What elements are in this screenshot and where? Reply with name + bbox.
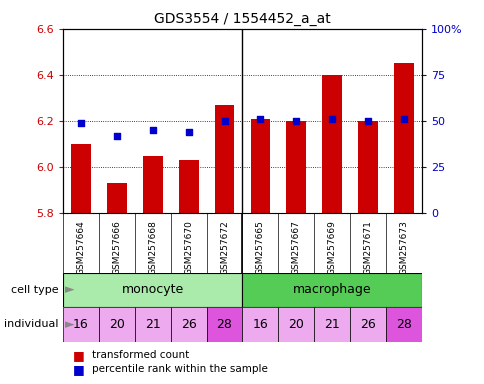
Text: 20: 20 bbox=[288, 318, 303, 331]
Text: cell type: cell type bbox=[11, 285, 58, 295]
Text: 26: 26 bbox=[181, 318, 196, 331]
Point bbox=[292, 118, 300, 124]
Bar bbox=[71, 144, 91, 213]
Bar bbox=[385, 307, 421, 342]
Text: 28: 28 bbox=[216, 318, 232, 331]
Text: 20: 20 bbox=[109, 318, 124, 331]
Text: 28: 28 bbox=[395, 318, 411, 331]
Point bbox=[149, 127, 156, 133]
Bar bbox=[286, 121, 305, 213]
Bar bbox=[179, 160, 198, 213]
Bar bbox=[206, 307, 242, 342]
Text: GSM257671: GSM257671 bbox=[363, 220, 372, 275]
Text: percentile rank within the sample: percentile rank within the sample bbox=[92, 364, 268, 374]
Bar bbox=[135, 307, 170, 342]
Bar bbox=[242, 307, 278, 342]
Text: GSM257666: GSM257666 bbox=[112, 220, 121, 275]
Point bbox=[77, 120, 85, 126]
Bar bbox=[278, 307, 314, 342]
Bar bbox=[214, 105, 234, 213]
Bar bbox=[63, 273, 242, 307]
Text: 26: 26 bbox=[360, 318, 375, 331]
Bar bbox=[107, 183, 126, 213]
Bar bbox=[242, 273, 421, 307]
Bar bbox=[170, 307, 206, 342]
Point bbox=[113, 132, 121, 139]
Text: ►: ► bbox=[60, 283, 74, 296]
Bar bbox=[250, 119, 270, 213]
Text: GSM257673: GSM257673 bbox=[399, 220, 408, 275]
Text: transformed count: transformed count bbox=[92, 350, 189, 360]
Point bbox=[363, 118, 371, 124]
Bar bbox=[349, 307, 385, 342]
Text: 16: 16 bbox=[252, 318, 268, 331]
Bar bbox=[99, 307, 135, 342]
Bar bbox=[314, 307, 349, 342]
Point bbox=[328, 116, 335, 122]
Text: GSM257672: GSM257672 bbox=[220, 220, 228, 275]
Bar bbox=[358, 121, 377, 213]
Text: ■: ■ bbox=[73, 349, 84, 362]
Bar bbox=[63, 307, 99, 342]
Text: ■: ■ bbox=[73, 363, 84, 376]
Text: macrophage: macrophage bbox=[292, 283, 371, 296]
Bar bbox=[322, 75, 341, 213]
Text: GSM257664: GSM257664 bbox=[76, 220, 85, 275]
Bar bbox=[393, 63, 413, 213]
Title: GDS3554 / 1554452_a_at: GDS3554 / 1554452_a_at bbox=[154, 12, 330, 26]
Text: GSM257669: GSM257669 bbox=[327, 220, 336, 275]
Point bbox=[399, 116, 407, 122]
Text: GSM257665: GSM257665 bbox=[256, 220, 264, 275]
Text: 16: 16 bbox=[73, 318, 89, 331]
Text: GSM257670: GSM257670 bbox=[184, 220, 193, 275]
Text: GSM257668: GSM257668 bbox=[148, 220, 157, 275]
Text: monocyte: monocyte bbox=[121, 283, 183, 296]
Text: GSM257667: GSM257667 bbox=[291, 220, 300, 275]
Text: 21: 21 bbox=[324, 318, 339, 331]
Point bbox=[184, 129, 192, 135]
Text: 21: 21 bbox=[145, 318, 160, 331]
Point bbox=[256, 116, 264, 122]
Text: ►: ► bbox=[60, 318, 74, 331]
Bar bbox=[143, 156, 162, 213]
Point bbox=[220, 118, 228, 124]
Text: individual: individual bbox=[4, 319, 58, 329]
